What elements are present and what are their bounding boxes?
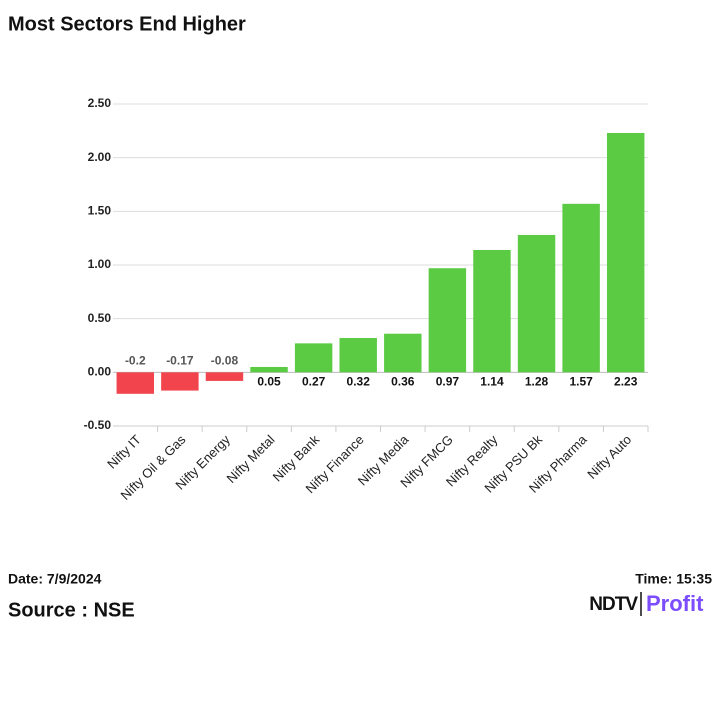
value-label: 1.57: [569, 375, 593, 389]
y-tick-label: 0.50: [88, 311, 112, 325]
value-label: 0.27: [302, 375, 326, 389]
value-label: 2.23: [614, 375, 638, 389]
value-label: -0.2: [125, 354, 146, 368]
bar: [384, 333, 422, 373]
y-tick-label: 1.00: [88, 257, 112, 271]
value-label: -0.08: [211, 354, 239, 368]
y-tick-label: 1.50: [88, 204, 112, 218]
bar: [517, 234, 556, 373]
bar: [606, 132, 645, 373]
brand-sub: Profit: [646, 591, 704, 616]
bar: [473, 249, 511, 373]
value-label: 0.32: [347, 375, 371, 389]
chart-title: Most Sectors End Higher: [8, 13, 246, 35]
bar: [205, 372, 244, 381]
value-label: 0.36: [391, 375, 415, 389]
y-tick-label: 0.00: [88, 365, 112, 379]
value-label: -0.17: [166, 354, 194, 368]
bar: [294, 343, 333, 373]
bar: [116, 372, 155, 394]
date: Date: 7/9/2024: [8, 571, 102, 587]
y-tick-label: 2.50: [88, 96, 112, 110]
value-label: 1.28: [525, 375, 549, 389]
source: Source : NSE: [8, 599, 135, 621]
time: Time: 15:35: [635, 571, 712, 587]
bar: [428, 268, 467, 373]
x-tick-label: Nifty Metal: [224, 432, 278, 486]
brand-logo: NDTV: [589, 594, 638, 615]
bar: [562, 203, 600, 373]
value-label: 0.97: [436, 375, 460, 389]
value-label: 1.14: [480, 375, 504, 389]
bar: [161, 372, 199, 391]
y-tick-label: -0.50: [84, 418, 112, 432]
value-label: 0.05: [257, 375, 281, 389]
y-tick-label: 2.00: [88, 150, 112, 164]
x-tick-label: Nifty IT: [104, 432, 144, 472]
bar: [339, 337, 377, 373]
x-tick-label: Nifty Auto: [584, 432, 634, 482]
bar: [250, 366, 288, 373]
